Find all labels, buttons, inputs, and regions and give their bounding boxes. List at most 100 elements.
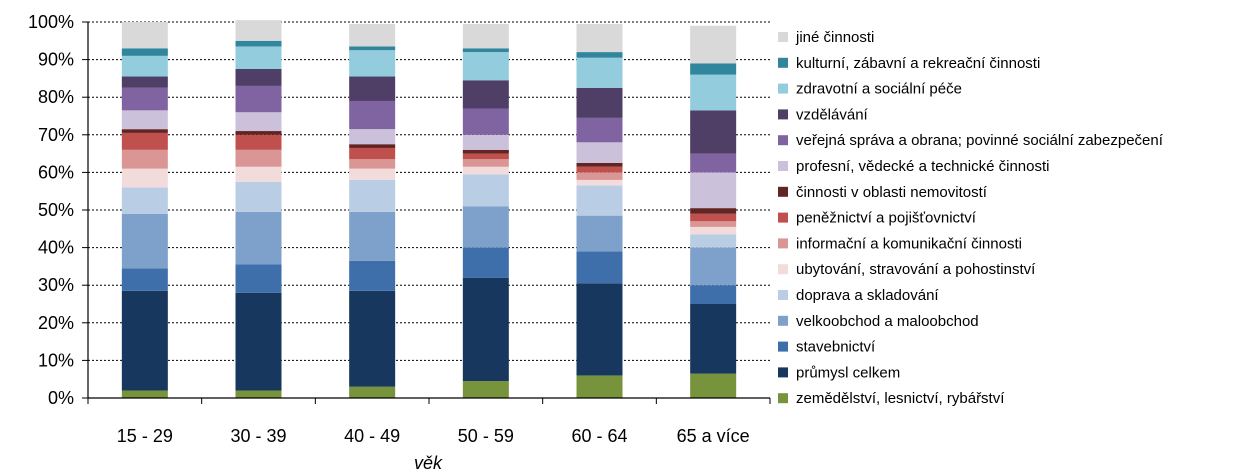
bar-segment xyxy=(349,23,396,47)
legend-swatch xyxy=(778,264,788,275)
bar-segment xyxy=(462,80,509,109)
legend-label: zdravotní a sociální péče xyxy=(796,81,962,98)
legend-item: jiné činnosti xyxy=(778,29,874,46)
bar-segment xyxy=(576,87,623,118)
x-tick-label: 60 - 64 xyxy=(571,426,627,446)
bar-segment xyxy=(690,285,737,304)
x-axis-title: věk xyxy=(414,453,443,472)
bar-segment xyxy=(349,147,396,160)
bar-segment xyxy=(121,129,168,133)
y-tick-label: 70% xyxy=(38,125,74,145)
legend-swatch xyxy=(778,238,788,249)
legend-label: ubytování, stravování a pohostinství xyxy=(796,261,1036,278)
bar-segment xyxy=(235,134,282,150)
bar-segment xyxy=(235,46,282,69)
legend-label: průmysl celkem xyxy=(796,364,900,381)
bar-segment xyxy=(349,144,396,148)
bar-segment xyxy=(349,290,396,387)
bar-segment xyxy=(576,57,623,88)
bar-segment xyxy=(462,108,509,135)
legend-item: peněžnictví a pojišťovnictví xyxy=(778,210,977,227)
x-tick-label: 50 - 59 xyxy=(458,426,514,446)
y-tick-label: 60% xyxy=(38,162,74,182)
bar-segment xyxy=(235,131,282,135)
bar-segment xyxy=(121,55,168,77)
bar-segment xyxy=(690,208,737,214)
legend-label: profesní, vědecké a technické činnosti xyxy=(796,158,1049,175)
bar-segment xyxy=(462,52,509,81)
bar-segment xyxy=(690,247,737,286)
bar-segment xyxy=(576,185,623,216)
bar-segment xyxy=(235,149,282,167)
legend-item: velkoobchod a maloobchod xyxy=(778,313,979,330)
bar-segment xyxy=(690,172,737,209)
bar-segment xyxy=(576,23,623,53)
bar-segment xyxy=(576,375,623,398)
bar-segment xyxy=(121,390,168,398)
bar-segment xyxy=(690,234,737,248)
x-tick-label: 40 - 49 xyxy=(344,426,400,446)
bar-segment xyxy=(690,153,737,173)
bar-segment xyxy=(576,142,623,163)
bar-segment xyxy=(576,163,623,167)
bar-segment xyxy=(462,159,509,167)
bar-segment xyxy=(349,386,396,398)
legend-item: kulturní, zábavní a rekreační činnosti xyxy=(778,55,1040,72)
bar-segment xyxy=(235,85,282,113)
bar-segment xyxy=(235,69,282,86)
legend-swatch xyxy=(778,393,788,404)
legend-item: vzdělávání xyxy=(778,106,869,123)
bar-segment xyxy=(121,268,168,291)
bar-segment xyxy=(462,174,509,207)
legend-item: profesní, vědecké a technické činnosti xyxy=(778,158,1049,175)
bar-segment xyxy=(121,187,168,214)
bar-segment xyxy=(349,129,396,145)
legend-label: velkoobchod a maloobchod xyxy=(796,313,979,330)
bar-segment xyxy=(576,251,623,284)
legend-label: jiné činnosti xyxy=(795,29,874,46)
y-tick-label: 20% xyxy=(38,313,74,333)
bar-segment xyxy=(121,110,168,130)
y-tick-label: 50% xyxy=(38,200,74,220)
y-tick-label: 100% xyxy=(28,12,74,32)
legend-item: průmysl celkem xyxy=(778,364,900,381)
bar-segment xyxy=(462,48,509,53)
legend-item: ubytování, stravování a pohostinství xyxy=(778,261,1036,278)
bar-segment xyxy=(235,292,282,391)
bar-segment xyxy=(235,264,282,293)
bar-segment xyxy=(349,211,396,261)
legend-label: vzdělávání xyxy=(796,106,869,123)
bar-segment xyxy=(121,290,168,391)
bar-segment xyxy=(462,134,509,150)
legend-swatch xyxy=(778,135,788,146)
legend-label: činnosti v oblasti nemovitostí xyxy=(796,184,988,201)
legend-swatch xyxy=(778,367,788,378)
legend-item: veřejná správa a obrana; povinné sociáln… xyxy=(778,132,1164,149)
bar-segment xyxy=(690,226,737,235)
bar-segment xyxy=(235,20,282,41)
legend-swatch xyxy=(778,290,788,300)
bar-segment xyxy=(576,179,623,186)
axes xyxy=(82,21,771,404)
bar-segment xyxy=(349,46,396,51)
bar-segment xyxy=(690,213,737,222)
bar-segment xyxy=(576,166,623,173)
bars xyxy=(121,20,737,398)
bar-segment xyxy=(690,221,737,227)
bar-segment xyxy=(121,76,168,88)
bar-segment xyxy=(235,181,282,212)
bar-segment xyxy=(349,168,396,180)
bar-segment xyxy=(690,74,737,111)
bar-segment xyxy=(349,100,396,130)
legend-label: doprava a skladování xyxy=(796,287,939,304)
bar-segment xyxy=(690,110,737,154)
bar-segment xyxy=(690,373,737,398)
legend-swatch xyxy=(778,212,788,223)
legend-swatch xyxy=(778,315,788,326)
x-tick-label: 65 a více xyxy=(677,426,750,446)
bar-segment xyxy=(121,48,168,56)
y-axis-tick-labels: 0% 10% 20% 30% 40% 50% 60% 70% 80% 90% 100% xyxy=(28,12,74,408)
bar-segment xyxy=(462,153,509,160)
bar-segment xyxy=(235,40,282,47)
